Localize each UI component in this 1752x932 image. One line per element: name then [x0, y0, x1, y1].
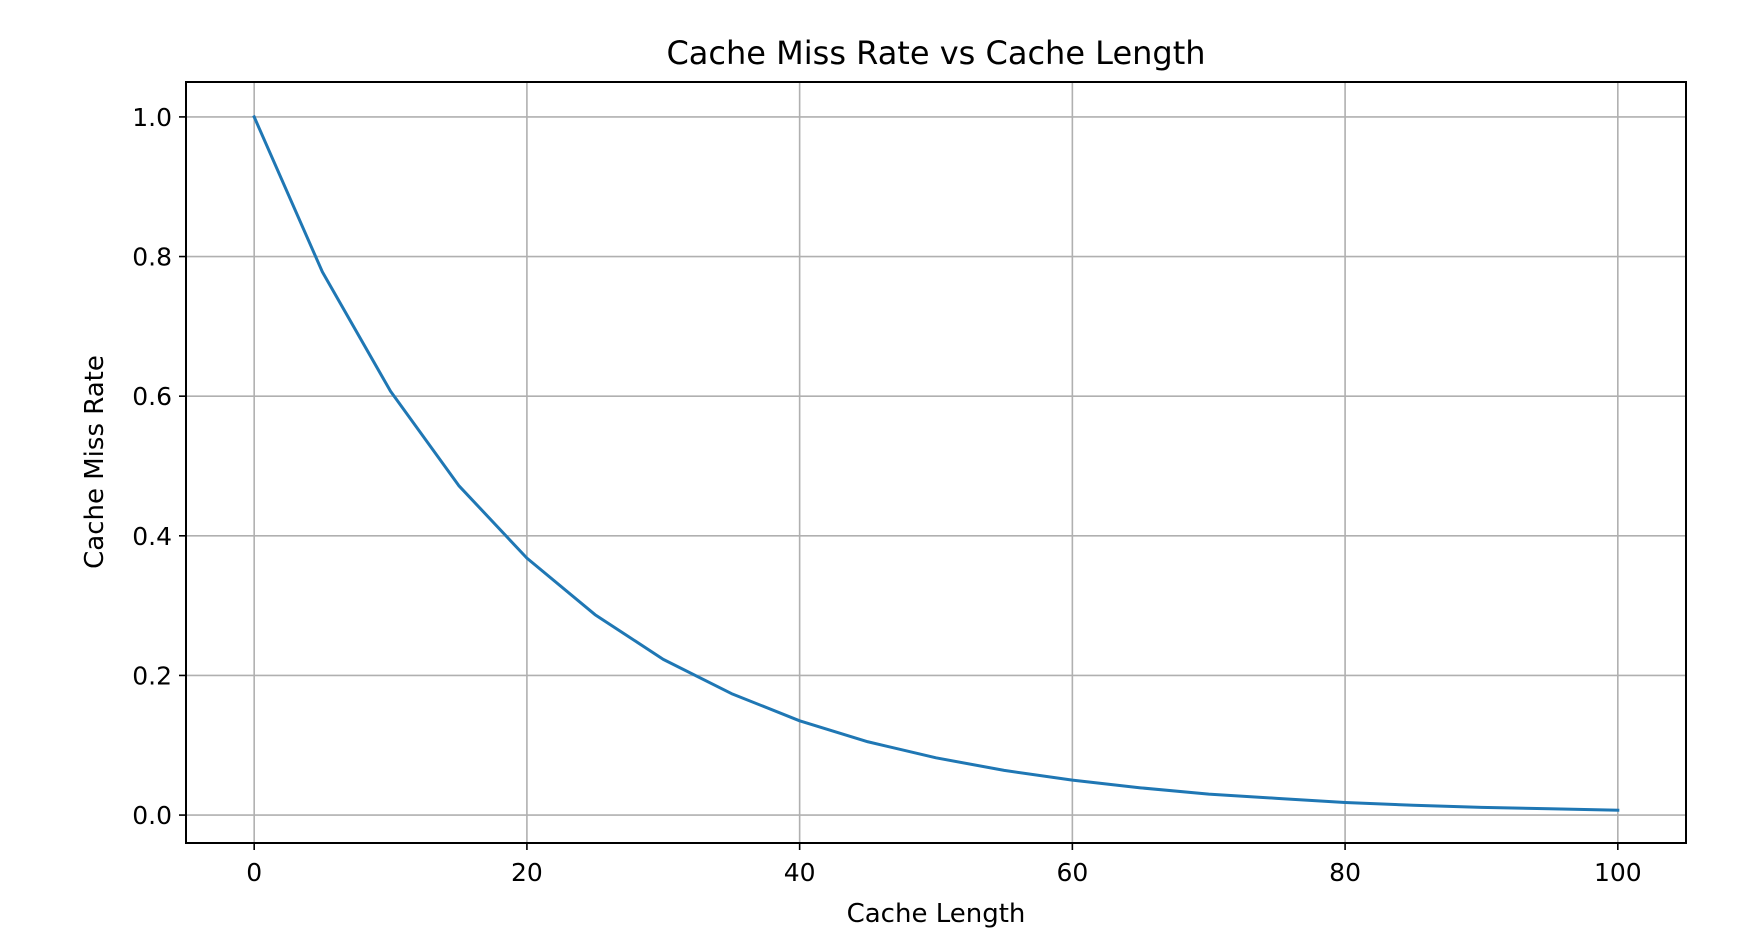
x-axis-label: Cache Length	[847, 899, 1026, 929]
y-tick-label: 0.8	[132, 243, 172, 272]
series-layer	[252, 114, 1620, 812]
x-tick-label: 40	[784, 858, 816, 887]
x-tick-label: 20	[511, 858, 543, 887]
y-tick-label: 0.4	[132, 522, 172, 551]
grid	[186, 82, 1686, 843]
y-axis-label: Cache Miss Rate	[80, 355, 110, 569]
plot-frame	[185, 81, 1687, 844]
x-tick-label: 80	[1329, 858, 1361, 887]
ticks: 0 20 40 60 80 100 0.0 0.2 0.4 0.6 0.8 1.0	[132, 103, 1641, 887]
x-tick-label: 60	[1056, 858, 1088, 887]
series-line-0	[252, 114, 1620, 812]
x-tick-label: 100	[1594, 858, 1642, 887]
y-tick-label: 0.2	[132, 661, 172, 690]
y-tick-label: 0.6	[132, 382, 172, 411]
y-tick-label: 1.0	[132, 103, 172, 132]
y-tick-label: 0.0	[132, 801, 172, 830]
chart-title: Cache Miss Rate vs Cache Length	[666, 34, 1205, 72]
x-tick-label: 0	[246, 858, 262, 887]
